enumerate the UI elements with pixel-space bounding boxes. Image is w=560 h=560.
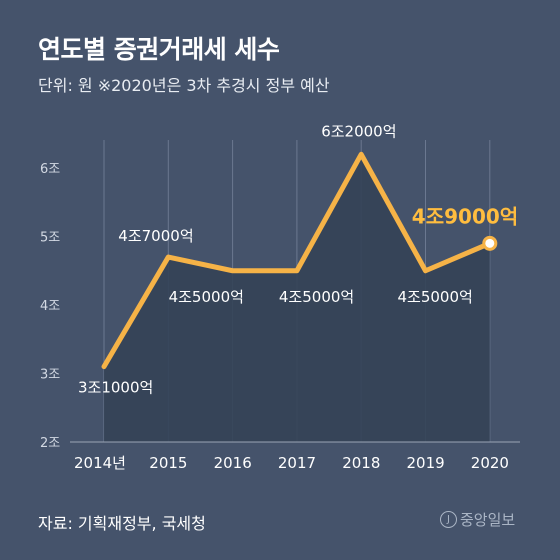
data-label: 3조1000억 [78, 379, 153, 397]
y-tick-label: 2조 [40, 436, 60, 451]
x-tick-label: 2016 [214, 454, 252, 472]
data-label: 4조5000억 [169, 288, 244, 306]
logo-mark-icon: J [440, 511, 457, 528]
y-tick-label: 6조 [40, 162, 60, 177]
end-point-marker [482, 235, 498, 251]
logo-text: 중앙일보 [460, 511, 516, 529]
x-tick-label: 2018 [342, 454, 380, 472]
y-tick-label: 5조 [40, 231, 60, 246]
chart-title: 연도별 증권거래세 세수 [38, 35, 280, 64]
x-tick-label: 2014년 [74, 454, 126, 472]
data-label: 6조2000억 [321, 122, 396, 140]
x-tick-label: 2020 [471, 454, 509, 472]
series-line [101, 151, 493, 370]
x-tick-label: 2015 [149, 454, 187, 472]
data-label: 4조5000억 [398, 288, 473, 306]
area-fill [104, 154, 490, 443]
data-label: 4조9000억 [412, 204, 518, 228]
source-note: 자료: 기획재정부, 국세청 [38, 514, 206, 533]
chart-subtitle: 단위: 원 ※2020년은 3차 추경시 정부 예산 [38, 76, 330, 95]
publisher-logo: J 중앙일보 [440, 509, 515, 530]
data-label: 4조7000억 [118, 227, 193, 245]
x-tick-label: 2017 [278, 454, 316, 472]
y-tick-label: 3조 [40, 368, 60, 383]
y-tick-label: 4조 [40, 299, 60, 314]
x-tick-label: 2019 [407, 454, 445, 472]
data-label: 4조5000억 [279, 288, 354, 306]
